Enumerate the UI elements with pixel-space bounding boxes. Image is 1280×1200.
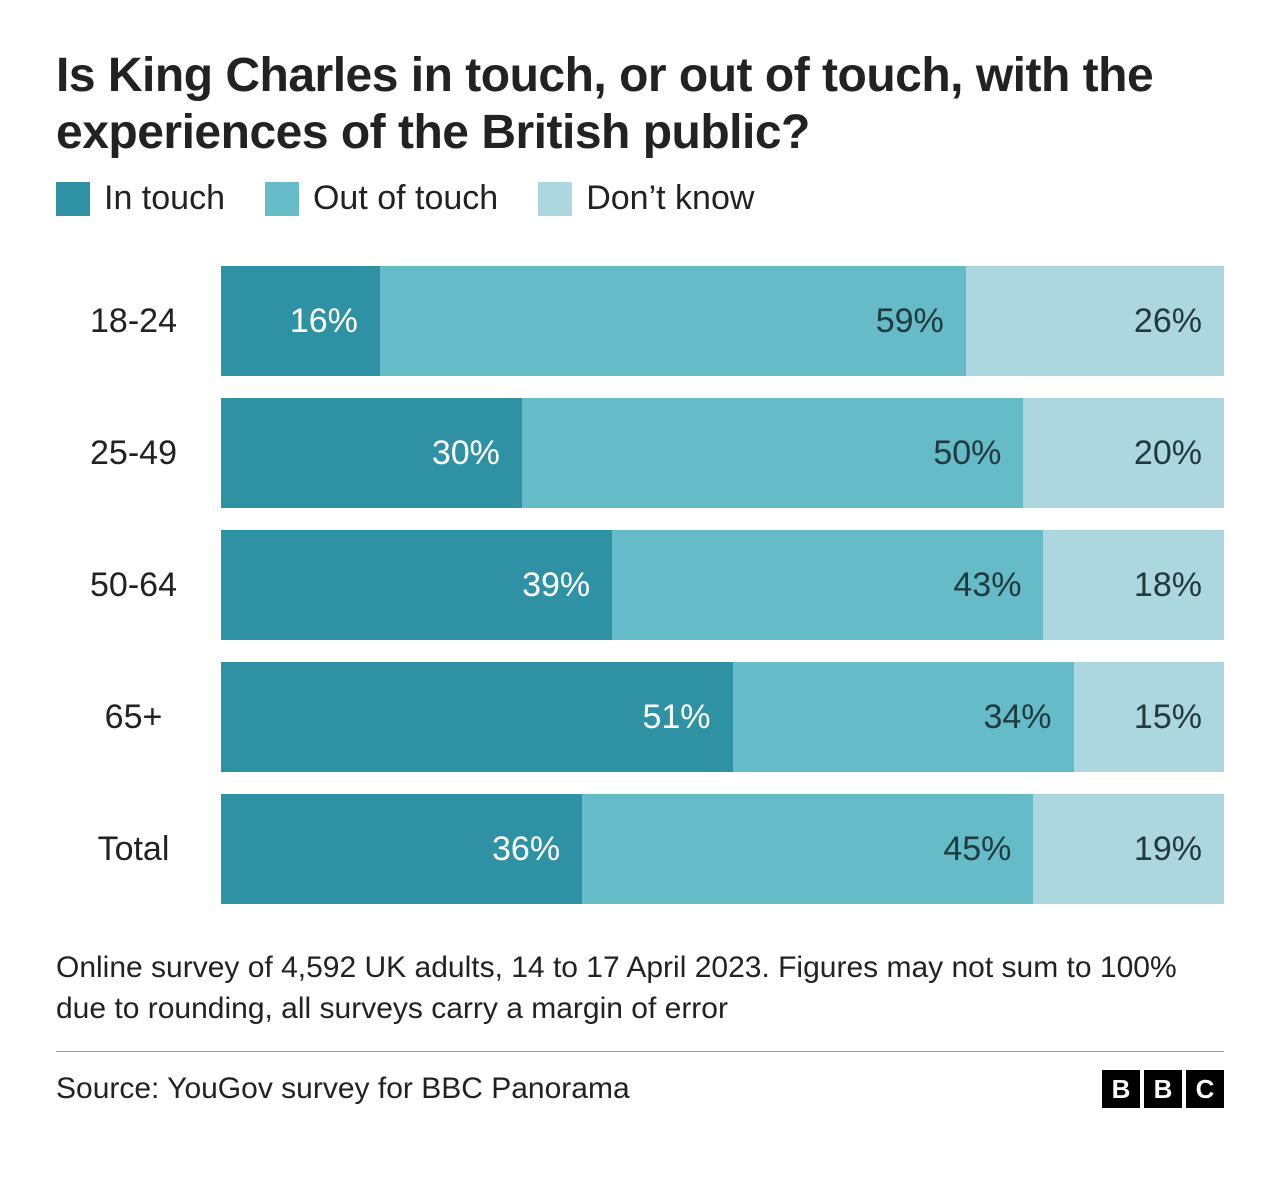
bar-value: 20% — [1134, 434, 1202, 473]
bar-segment-out-of-touch: 43% — [612, 530, 1043, 640]
bbc-logo-box: B — [1144, 1070, 1182, 1108]
legend-item: In touch — [56, 179, 225, 218]
bar-value: 59% — [876, 302, 944, 341]
source-row: Source: YouGov survey for BBC Panorama B… — [56, 1051, 1224, 1108]
bar-value: 15% — [1134, 698, 1202, 737]
legend-swatch — [56, 182, 90, 216]
bar-value: 26% — [1134, 302, 1202, 341]
legend-item: Don’t know — [538, 179, 754, 218]
chart-row: Total 36% 45% 19% — [56, 794, 1224, 904]
bbc-logo-box: C — [1186, 1070, 1224, 1108]
stacked-bar: 16% 59% 26% — [221, 266, 1224, 376]
bar-value: 16% — [290, 302, 358, 341]
row-label: 65+ — [56, 698, 221, 737]
chart-row: 18-24 16% 59% 26% — [56, 266, 1224, 376]
chart-title: Is King Charles in touch, or out of touc… — [56, 48, 1224, 161]
stacked-bar: 51% 34% 15% — [221, 662, 1224, 772]
row-label: Total — [56, 830, 221, 869]
row-label: 18-24 — [56, 302, 221, 341]
bar-value: 50% — [933, 434, 1001, 473]
bar-value: 43% — [953, 566, 1021, 605]
bar-value: 34% — [983, 698, 1051, 737]
stacked-bar-chart: 18-24 16% 59% 26% 25-49 30% 50% 20% 50-64 39% 43% 1… — [56, 266, 1224, 904]
stacked-bar: 36% 45% 19% — [221, 794, 1224, 904]
legend: In touch Out of touch Don’t know — [56, 179, 1224, 218]
bar-segment-dont-know: 26% — [966, 266, 1224, 376]
bar-segment-dont-know: 20% — [1023, 398, 1224, 508]
bar-segment-dont-know: 19% — [1033, 794, 1224, 904]
bar-value: 45% — [943, 830, 1011, 869]
chart-row: 25-49 30% 50% 20% — [56, 398, 1224, 508]
stacked-bar: 30% 50% 20% — [221, 398, 1224, 508]
bar-segment-out-of-touch: 45% — [582, 794, 1033, 904]
row-label: 25-49 — [56, 434, 221, 473]
bar-segment-dont-know: 15% — [1074, 662, 1224, 772]
bar-value: 18% — [1134, 566, 1202, 605]
bbc-logo-box: B — [1102, 1070, 1140, 1108]
legend-label: Out of touch — [313, 179, 498, 218]
chart-row: 50-64 39% 43% 18% — [56, 530, 1224, 640]
legend-item: Out of touch — [265, 179, 498, 218]
bar-segment-dont-know: 18% — [1043, 530, 1224, 640]
bar-value: 30% — [432, 434, 500, 473]
bar-value: 36% — [492, 830, 560, 869]
legend-label: In touch — [104, 179, 225, 218]
stacked-bar: 39% 43% 18% — [221, 530, 1224, 640]
legend-swatch — [265, 182, 299, 216]
legend-swatch — [538, 182, 572, 216]
footnote: Online survey of 4,592 UK adults, 14 to … — [56, 948, 1224, 1051]
chart-row: 65+ 51% 34% 15% — [56, 662, 1224, 772]
bar-segment-out-of-touch: 34% — [733, 662, 1074, 772]
row-label: 50-64 — [56, 566, 221, 605]
bar-segment-in-touch: 39% — [221, 530, 612, 640]
bar-segment-in-touch: 30% — [221, 398, 522, 508]
bbc-logo: BBC — [1102, 1070, 1224, 1108]
bar-segment-in-touch: 51% — [221, 662, 733, 772]
bar-segment-out-of-touch: 50% — [522, 398, 1024, 508]
source-label: Source: YouGov survey for BBC Panorama — [56, 1072, 630, 1106]
bar-segment-in-touch: 16% — [221, 266, 380, 376]
bar-value: 19% — [1134, 830, 1202, 869]
bar-value: 51% — [642, 698, 710, 737]
bar-segment-out-of-touch: 59% — [380, 266, 966, 376]
bar-segment-in-touch: 36% — [221, 794, 582, 904]
bar-value: 39% — [522, 566, 590, 605]
legend-label: Don’t know — [586, 179, 754, 218]
